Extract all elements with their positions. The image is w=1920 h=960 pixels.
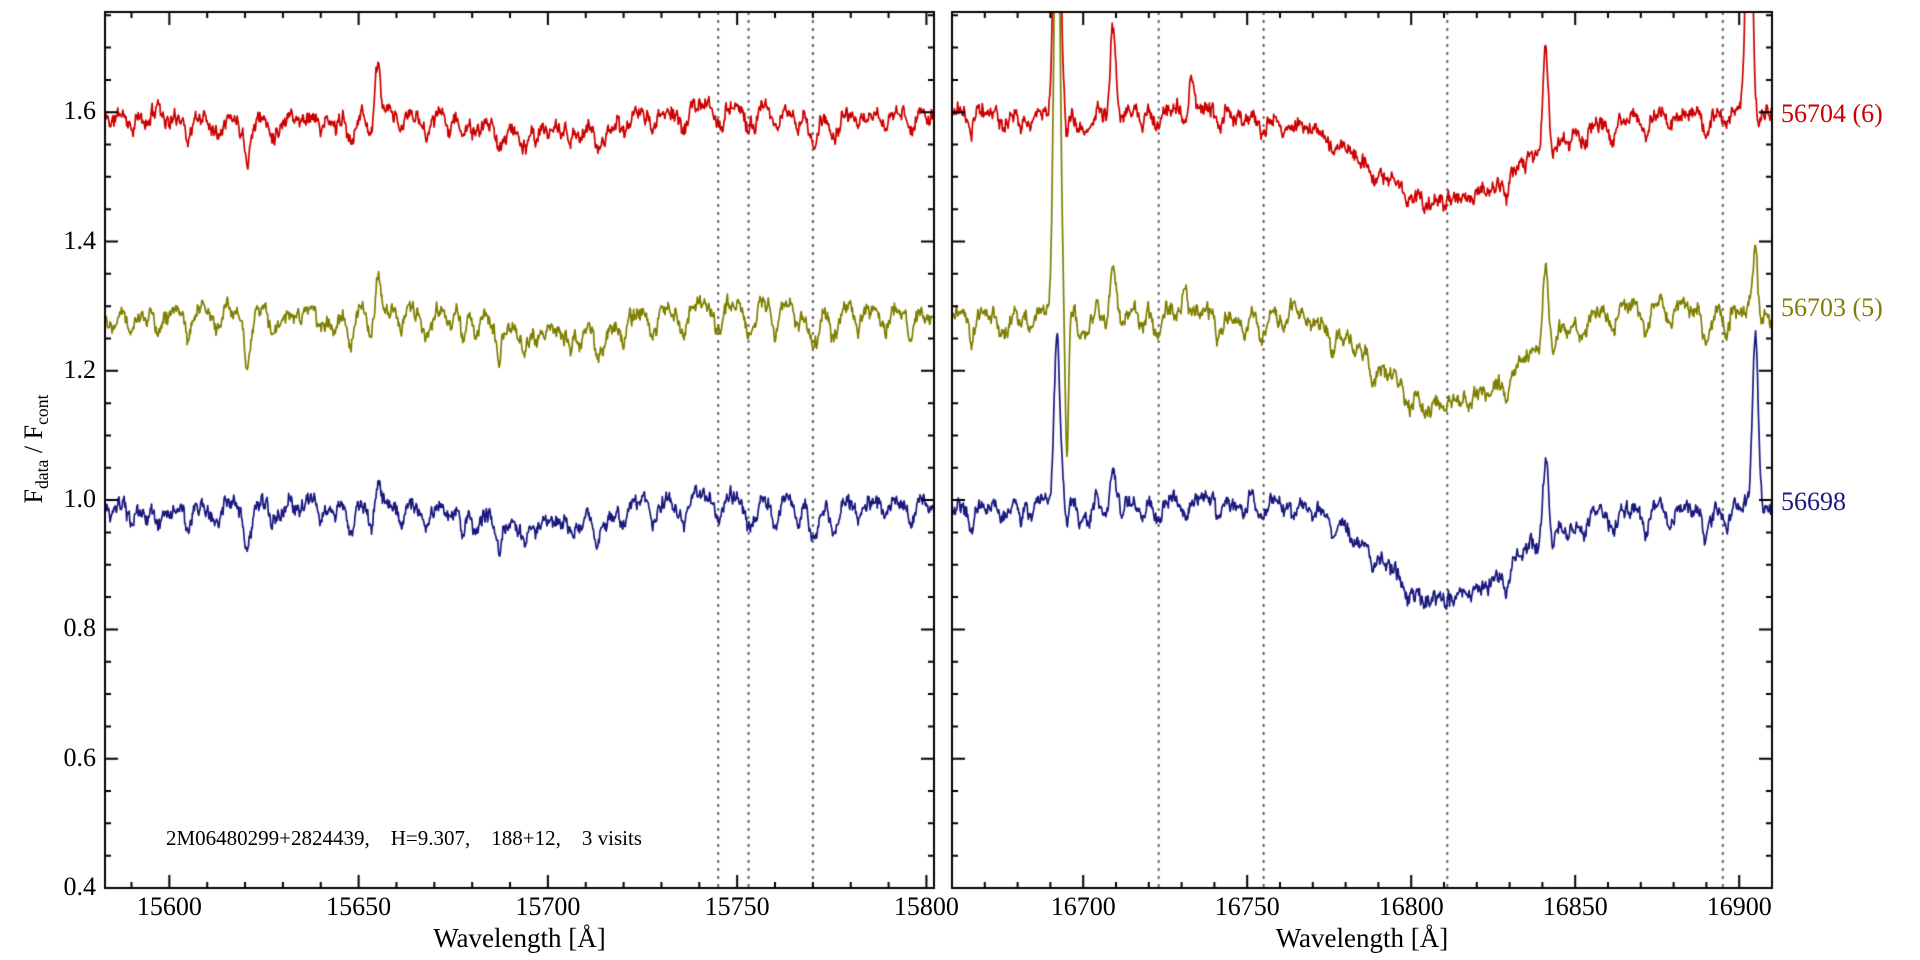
y-tick-label: 0.4 [63,872,97,901]
x-tick-label: 16850 [1542,892,1608,921]
x-tick-label: 15750 [704,892,770,921]
x-tick-label: 16800 [1378,892,1444,921]
y-tick-label: 1.2 [63,354,97,384]
series-epoch-label: 56703 (5) [1781,293,1883,323]
y-tick-label: 0.8 [63,613,97,643]
x-tick-label: 16700 [1050,892,1116,921]
x-axis-title-right: Wavelength [Å] [1275,923,1449,953]
y-tick-label: 1.6 [63,96,97,126]
series-epoch-label: 56704 (6) [1781,99,1883,129]
x-tick-label: 15800 [893,892,959,921]
y-tick-label: 1.0 [63,484,97,514]
x-tick-label: 15600 [136,892,202,921]
series-epoch-label: 56698 [1781,487,1846,517]
x-tick-label: 15700 [515,892,581,921]
x-tick-label: 16750 [1214,892,1280,921]
x-tick-label: 16900 [1706,892,1772,921]
x-axis-title-left: Wavelength [Å] [433,923,606,953]
y-tick-label: 1.4 [63,225,97,255]
y-tick-label: 0.6 [63,742,97,772]
annotation: 2M06480299+2824439, H=9.307, 188+12, 3 v… [166,826,642,850]
x-tick-label: 15650 [326,892,392,921]
